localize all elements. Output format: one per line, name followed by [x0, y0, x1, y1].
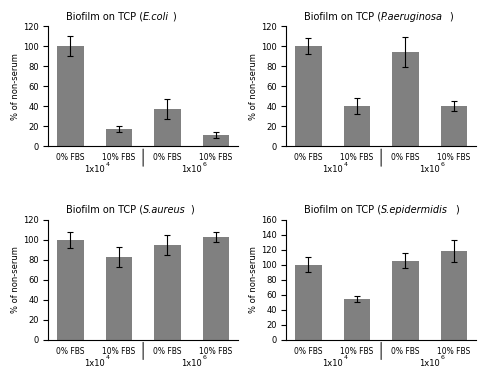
Text: 10% FBS: 10% FBS — [102, 347, 135, 356]
Bar — [343, 106, 370, 146]
Text: S.epidermidis: S.epidermidis — [381, 205, 448, 215]
Text: ): ) — [190, 205, 194, 215]
Bar — [106, 257, 132, 339]
Text: 10% FBS: 10% FBS — [199, 347, 233, 356]
Bar — [392, 53, 419, 146]
Text: 10% FBS: 10% FBS — [437, 154, 470, 162]
Text: 0% FBS: 0% FBS — [391, 347, 420, 356]
Bar — [154, 245, 181, 339]
Text: 6: 6 — [440, 355, 444, 360]
Text: E.coli: E.coli — [143, 12, 169, 22]
Text: 0% FBS: 0% FBS — [56, 347, 85, 356]
Text: Biofilm on TCP (: Biofilm on TCP ( — [304, 12, 381, 22]
Text: 1x10: 1x10 — [419, 165, 440, 174]
Text: 10% FBS: 10% FBS — [340, 347, 374, 356]
Text: 6: 6 — [202, 162, 206, 167]
Bar — [106, 129, 132, 146]
Text: ): ) — [450, 12, 453, 22]
Bar — [203, 135, 229, 146]
Text: Biofilm on TCP (: Biofilm on TCP ( — [66, 205, 143, 215]
Text: 10% FBS: 10% FBS — [340, 154, 374, 162]
Text: 1x10: 1x10 — [181, 359, 202, 368]
Bar — [203, 237, 229, 339]
Text: 0% FBS: 0% FBS — [294, 154, 322, 162]
Text: 1x10: 1x10 — [181, 165, 202, 174]
Bar — [295, 265, 322, 339]
Text: 0% FBS: 0% FBS — [391, 154, 420, 162]
Text: ): ) — [172, 12, 176, 22]
Bar — [441, 106, 467, 146]
Text: 1x10: 1x10 — [84, 165, 105, 174]
Text: ): ) — [455, 205, 459, 215]
Bar — [295, 46, 322, 146]
Text: 6: 6 — [202, 355, 206, 360]
Text: 4: 4 — [343, 355, 347, 360]
Text: 0% FBS: 0% FBS — [56, 154, 85, 162]
Text: P.aeruginosa: P.aeruginosa — [381, 12, 443, 22]
Text: 0% FBS: 0% FBS — [153, 347, 182, 356]
Bar — [441, 251, 467, 339]
Text: 10% FBS: 10% FBS — [437, 347, 470, 356]
Text: 0% FBS: 0% FBS — [153, 154, 182, 162]
Bar — [343, 299, 370, 339]
Text: 1x10: 1x10 — [419, 359, 440, 368]
Text: 4: 4 — [105, 162, 109, 167]
Text: S.aureus: S.aureus — [143, 205, 186, 215]
Text: 1x10: 1x10 — [322, 165, 343, 174]
Text: 4: 4 — [105, 355, 109, 360]
Text: 10% FBS: 10% FBS — [199, 154, 233, 162]
Text: Biofilm on TCP (: Biofilm on TCP ( — [66, 12, 143, 22]
Y-axis label: % of non-serum: % of non-serum — [11, 53, 20, 120]
Bar — [154, 109, 181, 146]
Text: 1x10: 1x10 — [84, 359, 105, 368]
Y-axis label: % of non-serum: % of non-serum — [11, 246, 20, 313]
Bar — [57, 240, 84, 339]
Text: 6: 6 — [440, 162, 444, 167]
Text: 0% FBS: 0% FBS — [294, 347, 322, 356]
Y-axis label: % of non-serum: % of non-serum — [249, 53, 258, 120]
Text: 4: 4 — [343, 162, 347, 167]
Text: 1x10: 1x10 — [322, 359, 343, 368]
Y-axis label: % of non-serum: % of non-serum — [249, 246, 258, 313]
Text: Biofilm on TCP (: Biofilm on TCP ( — [304, 205, 381, 215]
Text: 10% FBS: 10% FBS — [102, 154, 135, 162]
Bar — [57, 46, 84, 146]
Bar — [392, 261, 419, 339]
